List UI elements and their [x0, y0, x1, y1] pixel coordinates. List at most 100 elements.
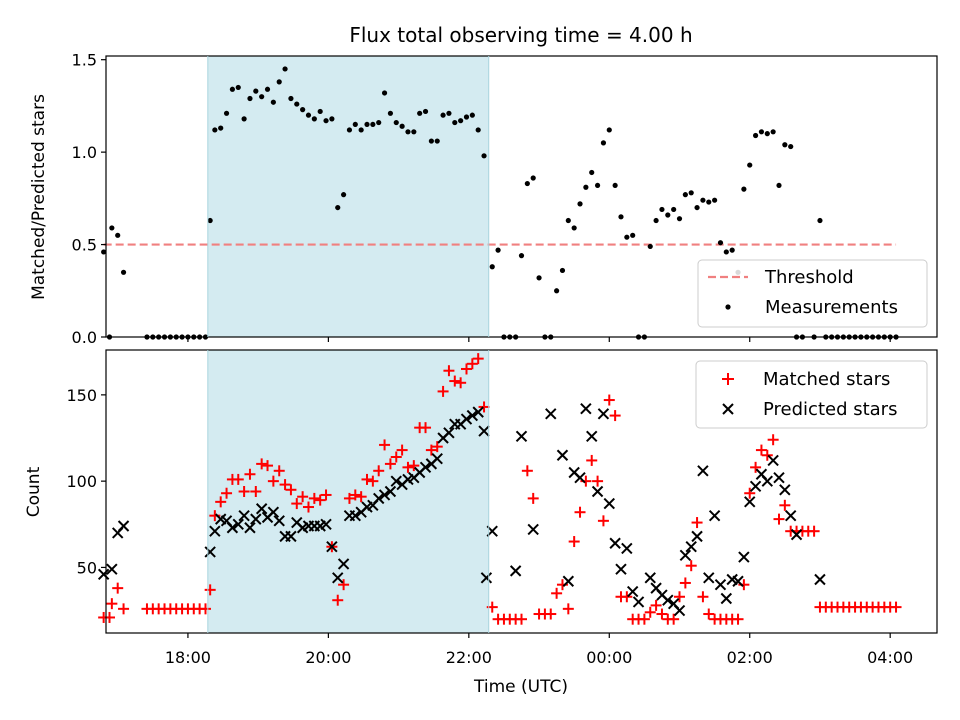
x-b — [790, 528, 803, 541]
predicted-star-point — [790, 528, 803, 541]
predicted-star-point — [744, 496, 756, 508]
x-b — [349, 509, 362, 522]
matched-star-point — [355, 491, 367, 503]
matched-star-point — [118, 603, 130, 615]
x-b — [515, 430, 528, 442]
matched-star-point — [332, 594, 344, 606]
x-b — [580, 402, 592, 415]
x-b — [545, 408, 557, 420]
matched-star-point — [527, 492, 539, 504]
measurement-point — [729, 247, 735, 253]
measurement-point — [817, 217, 823, 224]
legend-predicted-swatch — [722, 403, 734, 415]
x-b — [650, 582, 662, 594]
matched-star-point — [691, 517, 703, 529]
legend-measurements-label: Measurements — [765, 297, 898, 318]
measurement-point — [358, 127, 364, 133]
x-b — [527, 523, 539, 536]
matched-star-point — [767, 434, 779, 446]
predicted-star-point — [226, 522, 239, 534]
measurement-point — [340, 192, 347, 198]
measurement-point — [647, 243, 653, 250]
predicted-star-point — [556, 449, 569, 461]
measurement-point — [452, 119, 458, 126]
matched-star-point — [779, 499, 791, 511]
predicted-star-point — [466, 409, 479, 422]
predicted-star-point — [632, 596, 645, 608]
x-b — [332, 572, 344, 584]
bottom-x-tick-label: 04:00 — [867, 648, 913, 667]
predicted-star-point — [209, 525, 221, 537]
measurement-point — [381, 90, 388, 96]
predicted-star-point — [662, 594, 674, 606]
predicted-star-point — [708, 509, 721, 522]
x-b — [238, 509, 250, 522]
x-b — [337, 558, 350, 570]
measurement-point — [399, 123, 405, 129]
legend-matched-label: Matched stars — [763, 369, 890, 390]
x-b — [562, 575, 575, 587]
measurement-point — [741, 186, 747, 192]
measurement-point — [653, 217, 659, 224]
predicted-star-point — [720, 592, 733, 605]
measurement-point — [475, 127, 481, 133]
x-b — [814, 573, 826, 586]
x-b — [384, 485, 397, 498]
x-b — [591, 485, 604, 498]
matched-star-point — [262, 460, 274, 472]
measurement-point — [665, 212, 671, 218]
measurement-point — [723, 249, 729, 255]
measurement-point — [352, 121, 358, 128]
predicted-star-point — [204, 546, 216, 558]
measurement-point — [770, 129, 776, 135]
predicted-star-point — [597, 408, 610, 420]
top-legend: Threshold Measurements — [697, 259, 928, 328]
top-y-tick-label: 1.5 — [72, 51, 97, 70]
bottom-x-axis-label: Time (UTC) — [473, 677, 568, 697]
x-b — [626, 585, 639, 598]
predicted-star-point — [255, 503, 268, 515]
x-b — [556, 449, 569, 461]
x-b — [443, 427, 455, 439]
x-b — [586, 430, 598, 442]
top-y-tick-label: 0.5 — [72, 236, 97, 255]
bottom-x-tick-label: 02:00 — [727, 648, 773, 667]
matched-star-point — [279, 479, 291, 491]
measurement-point — [481, 153, 487, 159]
top-legend-box — [697, 259, 928, 328]
predicted-star-point — [761, 475, 773, 487]
matched-star-point — [621, 591, 633, 603]
measurement-point — [253, 88, 259, 94]
measurement-point — [405, 129, 411, 135]
matched-star-point — [215, 496, 227, 508]
measurement-point — [276, 79, 282, 85]
matched-star-point — [472, 353, 484, 365]
bottom-x-tick-label: 00:00 — [586, 648, 632, 667]
measurement-point — [554, 288, 560, 294]
x-b — [472, 406, 484, 418]
matched-star-point — [574, 506, 586, 518]
matched-star-point — [320, 489, 332, 501]
measurement-point — [589, 169, 595, 176]
matched-star-point — [551, 587, 563, 599]
x-b — [773, 471, 785, 484]
x-b — [691, 530, 703, 543]
measurement-point — [109, 225, 115, 231]
x-b — [326, 541, 338, 553]
measurement-point — [288, 95, 294, 102]
predicted-star-point — [591, 485, 604, 498]
matched-star-point — [244, 468, 256, 480]
measurement-point — [682, 192, 688, 198]
x-b — [285, 530, 297, 543]
matched-star-point — [314, 494, 326, 506]
measurement-point — [530, 175, 536, 181]
predicted-star-point — [390, 475, 402, 487]
matched-star-point — [379, 439, 391, 451]
measurement-point — [536, 275, 542, 281]
matched-star-point — [562, 603, 574, 615]
matched-star-point — [232, 473, 244, 485]
measurement-point — [565, 217, 571, 224]
measurement-point — [317, 108, 323, 115]
x-b — [621, 542, 633, 555]
predicted-star-point — [373, 492, 385, 505]
